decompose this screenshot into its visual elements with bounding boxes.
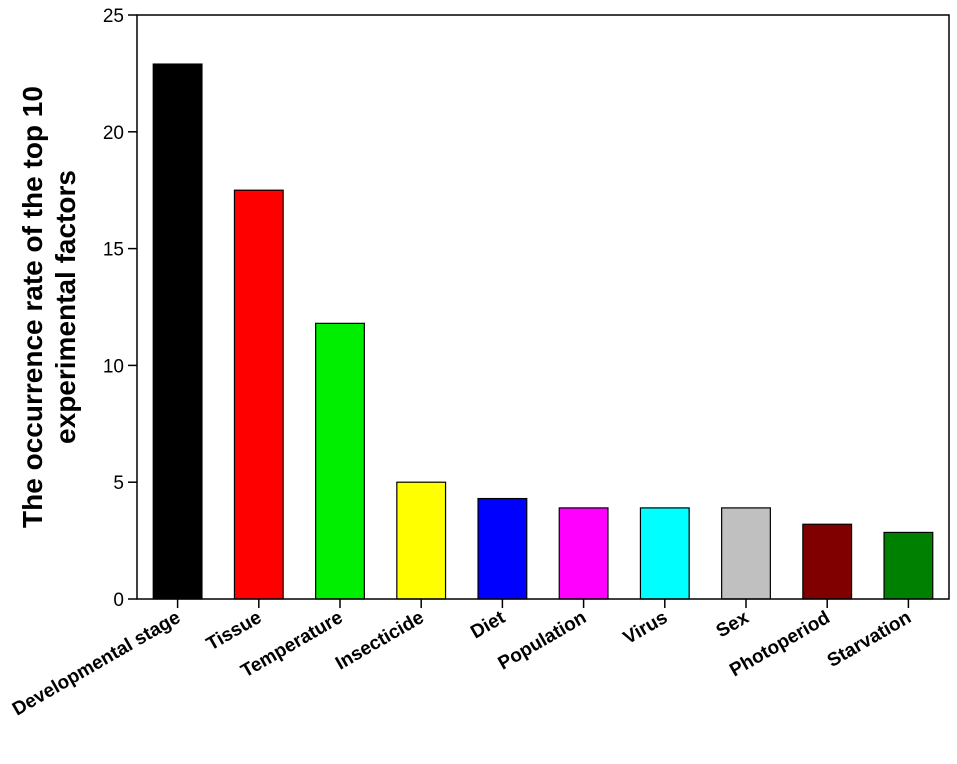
plot-frame (136, 14, 950, 600)
category-label: Developmental stage (9, 607, 184, 720)
bars (152, 63, 934, 600)
bar-insecticide (396, 481, 447, 600)
category-label: Population (495, 607, 591, 674)
bar-starvation (883, 531, 934, 600)
bar-virus (639, 507, 690, 600)
y-tick-label: 5 (113, 473, 124, 494)
y-tick-label: 0 (113, 590, 124, 611)
bar-photoperiod (802, 523, 853, 600)
x-axis-ticks (176, 599, 910, 608)
y-axis-title-line: The occurrence rate of the top 10 (17, 86, 48, 528)
bar-tissue (233, 189, 284, 600)
bar-population (558, 507, 609, 600)
category-labels: Developmental stage TissueTemperatureInse… (9, 607, 915, 721)
bar-diet (477, 497, 528, 600)
y-tick-label: 10 (103, 356, 124, 377)
y-tick-label: 20 (103, 123, 124, 144)
category-label: Virus (620, 607, 671, 649)
y-axis-title: The occurrence rate of the top 10 experim… (17, 86, 81, 528)
category-label: Insecticide (332, 607, 428, 674)
category-label: Tissue (203, 607, 265, 655)
bar-temperature (315, 322, 365, 600)
y-axis-title-line: experimental factors (50, 170, 81, 444)
category-label: Sex (713, 607, 753, 642)
bar-sex (721, 507, 771, 600)
category-label: Starvation (824, 607, 915, 672)
category-label: Diet (467, 607, 509, 643)
bar-developmental-stage (152, 63, 203, 600)
y-tick-label: 15 (103, 240, 124, 261)
y-tick-label: 25 (103, 6, 124, 27)
y-axis-ticks: 0 5 10 15 20 25 (103, 6, 137, 611)
